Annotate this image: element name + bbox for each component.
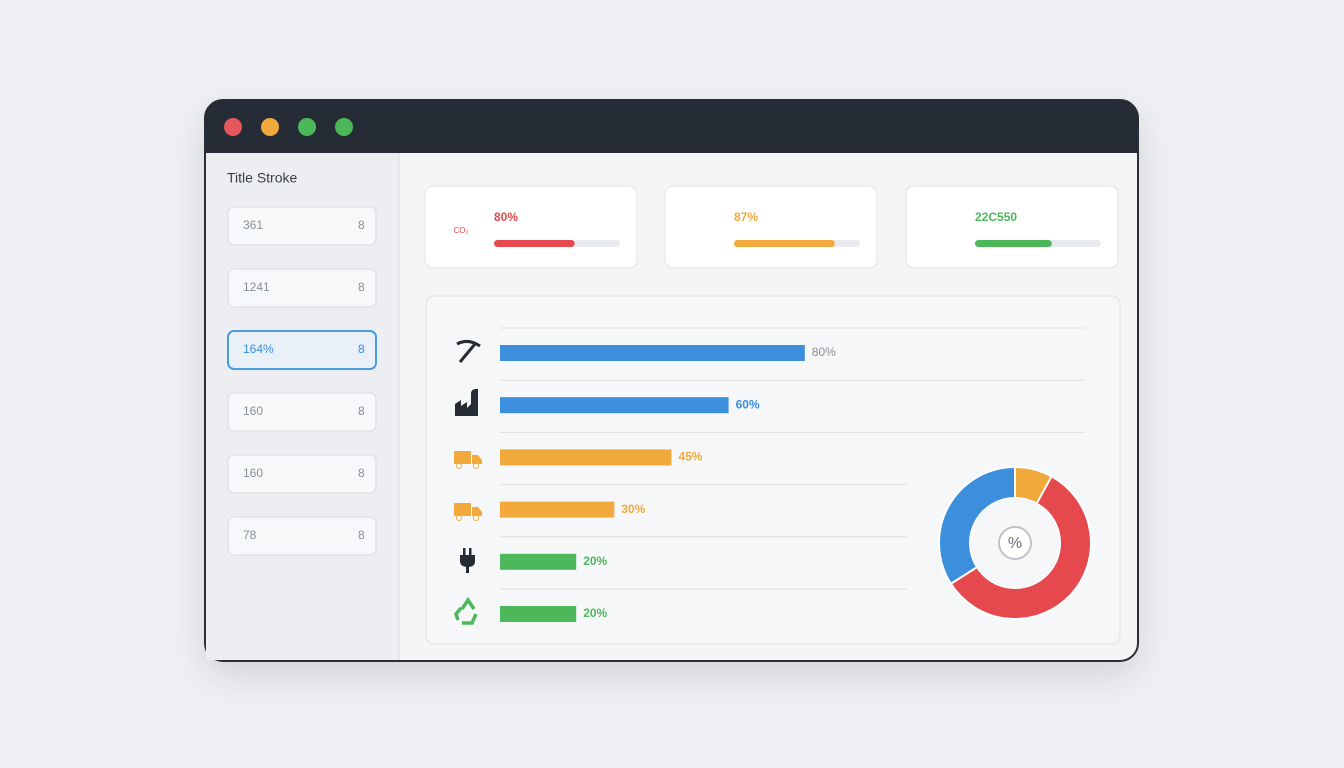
sidebar-item[interactable] <box>227 268 377 308</box>
bar <box>500 606 577 622</box>
recycle-icon <box>454 596 478 625</box>
bar <box>500 397 729 414</box>
bar-value-label: 20% <box>583 554 607 568</box>
truck-icon <box>454 503 482 521</box>
progress-fill <box>975 240 1052 247</box>
bar <box>500 553 577 570</box>
minimize-button[interactable] <box>261 118 279 136</box>
sidebar-item-badge: 8 <box>358 280 365 294</box>
bar <box>500 345 805 361</box>
kpi-label: 80% <box>494 210 518 224</box>
bar-value-label: 80% <box>812 345 836 359</box>
sidebar-item-label: 1241 <box>243 280 270 294</box>
bar <box>500 449 672 466</box>
close-button[interactable] <box>224 118 242 136</box>
bar-value-label: 20% <box>583 606 607 620</box>
plug-icon <box>460 548 475 573</box>
kpi-label: 22C550 <box>975 210 1017 224</box>
progress-fill <box>734 240 835 247</box>
sidebar-item[interactable] <box>227 392 377 432</box>
bar-value-label: 30% <box>621 502 645 516</box>
sidebar-item-badge: 8 <box>358 466 365 480</box>
kpi-card <box>424 185 638 269</box>
sidebar-title: Title Stroke <box>227 170 297 186</box>
sidebar-item-label: 361 <box>243 218 263 232</box>
sidebar-item-badge: 8 <box>358 342 365 356</box>
sidebar-item[interactable] <box>227 330 377 370</box>
progress-fill <box>494 240 575 247</box>
truck-icon <box>454 451 482 469</box>
sidebar-item-label: 164% <box>243 342 274 356</box>
sidebar-item-badge: 8 <box>358 218 365 232</box>
sidebar-item-badge: 8 <box>358 404 365 418</box>
title-bar <box>205 100 1138 153</box>
maximize-button[interactable] <box>298 118 316 136</box>
kpi-card <box>664 185 878 269</box>
bar-value-label: 45% <box>678 450 702 464</box>
bar <box>500 501 615 518</box>
sidebar-item-label: 160 <box>243 404 263 418</box>
sidebar-item-badge: 8 <box>358 528 365 542</box>
sidebar-item-label: 160 <box>243 466 263 480</box>
sidebar-item[interactable] <box>227 454 377 494</box>
window-button[interactable] <box>335 118 353 136</box>
donut-center-ring <box>998 526 1032 560</box>
kpi-icon-text: CO₂ <box>453 226 468 235</box>
bar-value-label: 60% <box>736 397 760 411</box>
kpi-label: 87% <box>734 210 758 224</box>
sidebar-item[interactable] <box>227 516 377 556</box>
donut-center-label: % <box>1008 535 1022 552</box>
pickaxe-icon <box>456 339 481 363</box>
sidebar-item-label: 78 <box>243 528 257 542</box>
kpi-card <box>905 185 1119 269</box>
sidebar-item[interactable] <box>227 206 377 246</box>
factory-icon <box>455 388 478 416</box>
